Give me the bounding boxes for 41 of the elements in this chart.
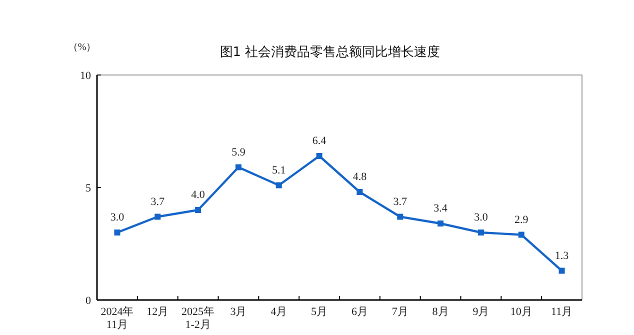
point <box>154 214 161 220</box>
x-tick-label: 9月 <box>472 306 490 318</box>
x-tick-label: 4月 <box>270 306 288 318</box>
x-tick-label: 5月 <box>311 306 328 318</box>
point <box>518 232 524 238</box>
point <box>478 230 484 236</box>
data-label: 3.0 <box>110 212 125 224</box>
y-axis-title: （%） <box>68 42 96 53</box>
x-tick-label: 2024年 11月 <box>100 306 134 331</box>
x-tick-label: 11月 <box>550 306 573 318</box>
data-label: 5.1 <box>272 164 286 176</box>
point <box>558 268 565 274</box>
point <box>276 182 282 188</box>
x-tick-label: 7月 <box>392 306 408 318</box>
point <box>235 164 242 170</box>
point <box>195 207 202 213</box>
x-tick-label: 10月 <box>510 306 532 318</box>
x-tick-label: 8月 <box>432 306 449 318</box>
data-label: 4.0 <box>191 189 206 201</box>
data-label: 3.7 <box>393 196 408 208</box>
x-tick-label: 6月 <box>351 306 368 318</box>
data-label: 3.7 <box>150 196 165 208</box>
point <box>438 220 444 226</box>
y-tick-label: 0 <box>86 295 92 307</box>
chart-title: 图1 社会消费品零售总额同比增长速度 <box>220 44 440 60</box>
point <box>316 153 322 159</box>
data-label: 2.9 <box>514 214 529 226</box>
data-label: 5.9 <box>232 146 246 158</box>
point <box>114 230 120 236</box>
x-tick-label: 3月 <box>230 306 247 318</box>
y-tick-label: 10 <box>80 70 92 82</box>
point <box>397 214 404 220</box>
data-label: 4.8 <box>352 171 368 183</box>
x-tick-label: 12月 <box>146 306 169 318</box>
data-label: 3.0 <box>474 212 488 224</box>
y-tick-label: 5 <box>86 182 92 194</box>
data-label: 1.3 <box>554 250 570 262</box>
data-label: 3.4 <box>434 202 448 214</box>
data-label: 6.4 <box>312 135 327 147</box>
x-tick-label: 2025年 1-2月 <box>182 306 215 331</box>
point <box>356 189 363 195</box>
